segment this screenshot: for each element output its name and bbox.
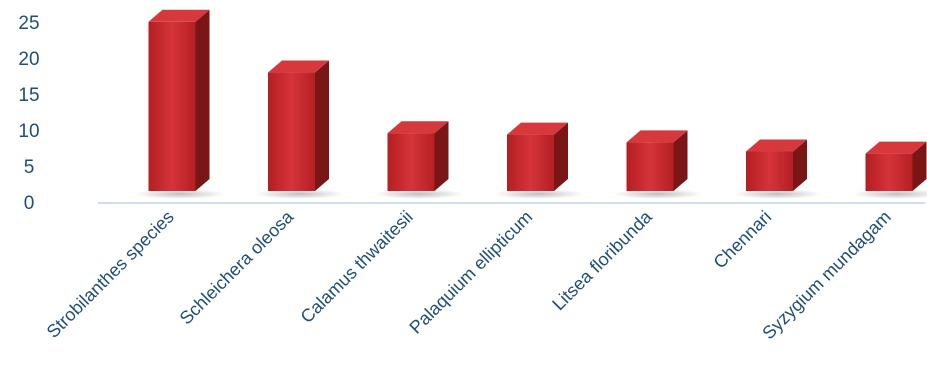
bar-side: [195, 9, 210, 191]
y-tick-label: 20: [18, 49, 39, 70]
bar-side: [434, 121, 449, 191]
y-tick-label: 25: [18, 13, 39, 34]
bars: [148, 9, 927, 192]
bar-shadow: [852, 189, 927, 199]
bar-side: [793, 139, 807, 191]
bar: [268, 60, 329, 192]
bar-top: [148, 9, 210, 22]
bar-front: [268, 72, 315, 191]
bar-front: [626, 142, 674, 191]
x-category-label: Schleichera oleosa: [176, 206, 298, 328]
x-category-label: Syzygium mundagam: [758, 207, 895, 344]
bar: [746, 139, 807, 191]
x-category-label: Palaquium ellipticum: [405, 207, 536, 338]
bar: [507, 122, 568, 191]
bar-shadow: [254, 189, 345, 199]
y-tick-label: 15: [18, 85, 39, 106]
x-category-label: Strobilanthes species: [43, 207, 178, 342]
bar-shadow: [493, 189, 584, 199]
bar: [865, 141, 927, 191]
bar: [148, 9, 210, 191]
bar-top: [387, 121, 449, 134]
bar-front: [746, 151, 793, 191]
bar-front: [865, 153, 913, 191]
bar: [387, 121, 449, 191]
bar-front: [148, 21, 196, 191]
x-category-label: Calamus thwaitesii: [297, 207, 417, 327]
bar-shadow: [135, 189, 225, 199]
bar-shadow: [732, 189, 823, 199]
bar-top: [746, 139, 807, 152]
bar-top: [507, 122, 568, 135]
bar-side: [554, 122, 568, 191]
bar-front: [507, 134, 554, 191]
y-axis-ticks: 0 5 10 15 20 25: [18, 13, 39, 214]
bar-top: [626, 130, 688, 143]
bar-front: [387, 133, 435, 191]
bar-side: [912, 141, 927, 191]
bar-shadows: [135, 189, 927, 199]
x-category-label: Chennari: [710, 207, 776, 273]
bar-side: [315, 60, 329, 192]
x-category-label: Litsea floribunda: [548, 206, 656, 314]
bar-top: [268, 60, 329, 73]
bar-shadow: [613, 189, 703, 199]
y-tick-label: 0: [24, 193, 35, 214]
bar-top: [865, 141, 927, 154]
y-tick-label: 5: [24, 157, 35, 178]
y-tick-label: 10: [18, 121, 39, 142]
bar-side: [673, 130, 688, 191]
bar-shadow: [374, 189, 464, 199]
bar: [626, 130, 688, 191]
